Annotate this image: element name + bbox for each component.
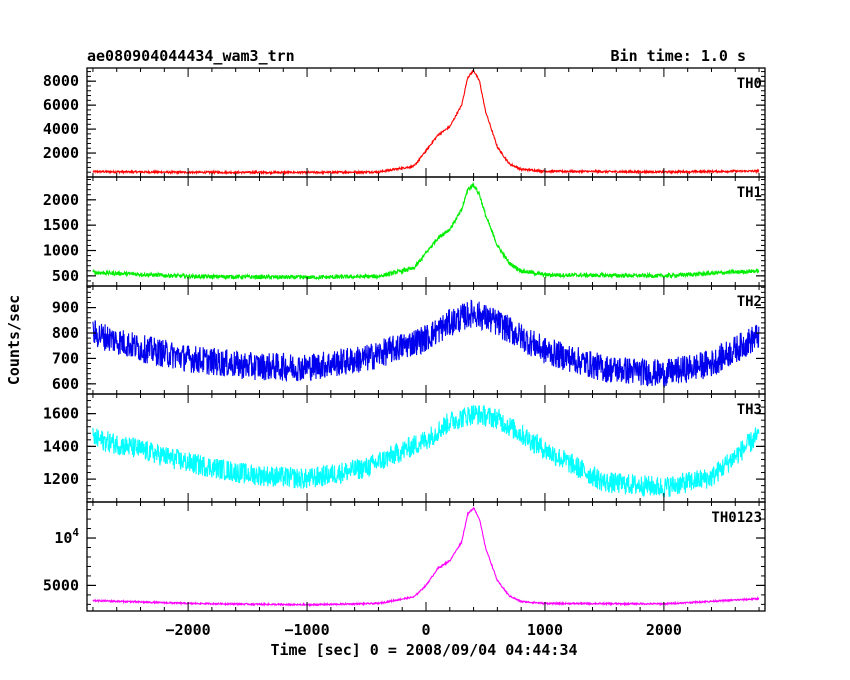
panel-th3: 1200 1400 1600 TH3 — [43, 393, 766, 503]
x-tick-label: −1000 — [284, 621, 329, 639]
panel-frame — [86, 501, 766, 612]
panel-th0: 2000 4000 6000 8000 TH0 — [43, 67, 766, 178]
y-tick-label: 6000 — [43, 96, 79, 114]
y-tick-label: 1400 — [43, 437, 79, 455]
x-tick-label: 0 — [421, 621, 430, 639]
series-line-th1 — [92, 181, 760, 281]
y-tick-label: 5000 — [43, 576, 79, 594]
panel-label: TH2 — [737, 294, 762, 310]
y-tick-label: 104 — [54, 526, 79, 547]
series-line-th0123 — [92, 506, 760, 608]
series-line-th0 — [92, 69, 760, 176]
y-tick-label: 700 — [52, 349, 79, 367]
x-tick-label: 1000 — [527, 621, 563, 639]
y-tick-label: 1000 — [43, 242, 79, 260]
series-line-th3 — [92, 404, 760, 498]
y-tick-label: 900 — [52, 299, 79, 317]
y-tick-label: 4000 — [43, 120, 79, 138]
y-tick-label: 500 — [52, 267, 79, 285]
y-tick-label: 2000 — [43, 191, 79, 209]
panel-label: TH1 — [737, 185, 762, 201]
x-tick-label: −2000 — [166, 621, 211, 639]
y-tick-label: 2000 — [43, 144, 79, 162]
panel-frame — [86, 176, 766, 287]
y-tick-label: 1500 — [43, 216, 79, 234]
y-tick-label: 600 — [52, 375, 79, 393]
y-axis-label: Counts/sec — [5, 295, 23, 385]
bin-time-label: Bin time: 1.0 s — [611, 47, 746, 65]
y-tick-label: 1600 — [43, 405, 79, 423]
series-line-th2 — [92, 299, 760, 388]
panel-frame — [86, 67, 766, 178]
panel-label: TH3 — [737, 402, 762, 418]
panel-th1: 500 1000 1500 2000 TH1 — [43, 176, 766, 287]
panel-label: TH0 — [737, 76, 762, 92]
y-tick-label: 8000 — [43, 72, 79, 90]
x-axis-label: Time [sec] 0 = 2008/09/04 04:44:34 — [270, 641, 577, 659]
chart-title: ae080904044434_wam3_trn — [87, 47, 295, 65]
panel-label: TH0123 — [711, 510, 762, 526]
y-tick-label: 800 — [52, 324, 79, 342]
y-tick-label: 1200 — [43, 470, 79, 488]
panel-th0123: 5000 104 TH0123 — [43, 501, 766, 612]
panel-frame — [86, 393, 766, 503]
x-tick-label: 2000 — [646, 621, 682, 639]
panel-th2: 600 700 800 900 TH2 — [52, 285, 766, 395]
